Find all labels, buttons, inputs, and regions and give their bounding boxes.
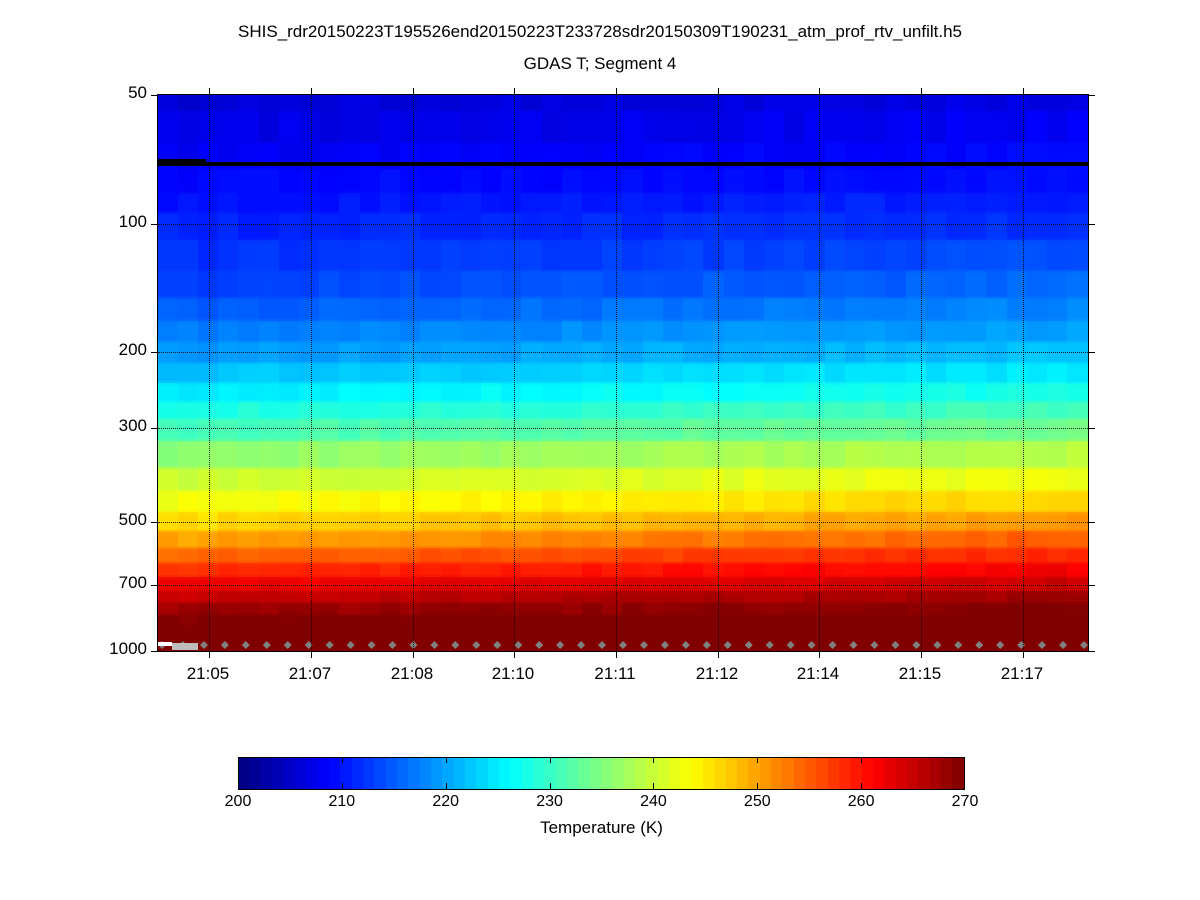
x-tick-mark (209, 88, 210, 95)
colorbar-tick-mark (861, 757, 863, 763)
y-gridline (158, 651, 1088, 652)
colorbar-container: 200 210 220 230 240 250 260 270 (225, 757, 978, 810)
y-tick-label: 1000 (109, 639, 147, 658)
y-tick-mark (1088, 95, 1095, 96)
colorbar-tick-mark (757, 757, 759, 763)
colorbar-tick-label: 270 (951, 793, 979, 810)
colorbar-tick-mark (445, 783, 447, 790)
colorbar-tick-mark (341, 783, 343, 790)
x-tick-label: 21:17 (1000, 664, 1044, 683)
y-gridline (158, 584, 1088, 586)
y-tick-mark (151, 651, 158, 652)
y-tick-label: 100 (118, 211, 147, 231)
colorbar-tick-mark (549, 783, 551, 790)
x-gridline (616, 95, 617, 651)
x-tick-mark (718, 651, 719, 658)
x-gridline (1023, 95, 1024, 651)
colorbar-tick-mark (549, 757, 551, 763)
x-tick-label: 21:08 (390, 664, 434, 683)
y-tick-label: 200 (118, 340, 147, 360)
colorbar-tick-label: 260 (847, 793, 875, 810)
y-gridline (158, 223, 1088, 225)
x-tick-mark (819, 88, 820, 95)
y-tick-mark (151, 427, 158, 429)
y-tick-mark (1088, 522, 1095, 524)
x-tick-mark (1023, 88, 1024, 95)
x-tick-mark (413, 651, 414, 658)
y-tick-label: 300 (118, 415, 147, 435)
y-tick-mark (151, 352, 158, 354)
x-tick-mark (209, 651, 210, 658)
x-gridline (718, 95, 719, 651)
y-gridline (158, 352, 1088, 354)
x-gridline (819, 95, 820, 651)
x-tick-label: 21:11 (594, 664, 636, 683)
x-tick-mark (311, 88, 312, 95)
x-gridline (311, 95, 312, 651)
colorbar-tick-label: 220 (432, 793, 460, 810)
y-tick-label: 700 (118, 572, 147, 592)
x-tick-label: 21:12 (695, 664, 739, 683)
y-tick-mark (151, 223, 158, 225)
x-tick-mark (514, 651, 515, 658)
x-tick-mark (1023, 651, 1024, 658)
x-tick-mark (718, 88, 719, 95)
x-tick-mark (921, 651, 922, 658)
y-tick-mark (1088, 584, 1095, 586)
colorbar-tick-mark (861, 783, 863, 790)
y-gridline (158, 427, 1088, 429)
y-gridline (158, 522, 1088, 524)
colorbar-tick-mark (653, 783, 655, 790)
colorbar-tick-mark (341, 757, 343, 763)
y-tick-mark (151, 584, 158, 586)
colorbar-title: Temperature (K) (540, 818, 663, 837)
y-tick-mark (1088, 651, 1095, 652)
x-tick-label: 21:10 (491, 664, 535, 683)
y-tick-mark (1088, 427, 1095, 429)
colorbar-tick-mark (757, 783, 759, 790)
colorbar-tick-label: 230 (536, 793, 563, 810)
temperature-heatmap (158, 95, 1088, 651)
y-tick-mark (151, 522, 158, 524)
y-tick-label: 500 (118, 510, 147, 530)
x-tick-mark (616, 88, 617, 95)
x-tick-mark (921, 88, 922, 95)
colorbar-tick-label: 240 (640, 793, 667, 810)
y-tick-label: 50 (128, 83, 147, 102)
x-gridline (921, 95, 922, 651)
figure-title-line-1: SHIS_rdr20150223T195526end20150223T23372… (237, 22, 962, 41)
colorbar-gradient (238, 757, 965, 790)
x-gridline (413, 95, 414, 651)
x-tick-mark (819, 651, 820, 658)
colorbar-tick-label: 210 (328, 793, 356, 810)
x-tick-label: 21:07 (288, 664, 332, 683)
colorbar-tick-mark (445, 757, 447, 763)
x-gridline (514, 95, 515, 651)
colorbar-tick-label: 200 (224, 793, 252, 810)
x-tick-mark (413, 88, 414, 95)
x-tick-mark (514, 88, 515, 95)
x-gridline (209, 95, 210, 651)
x-tick-label: 21:05 (186, 664, 230, 683)
colorbar-tick-mark (653, 757, 655, 763)
x-tick-mark (311, 651, 312, 658)
y-tick-mark (1088, 223, 1095, 225)
figure-title-line-2: GDAS T; Segment 4 (523, 54, 677, 73)
x-tick-label: 21:15 (898, 664, 942, 683)
x-tick-label: 21:14 (796, 664, 840, 683)
y-tick-mark (1088, 352, 1095, 354)
main-plot-axes (151, 88, 1095, 658)
y-tick-mark (151, 95, 158, 96)
x-tick-mark (616, 651, 617, 658)
colorbar-tick-label: 250 (743, 793, 771, 810)
